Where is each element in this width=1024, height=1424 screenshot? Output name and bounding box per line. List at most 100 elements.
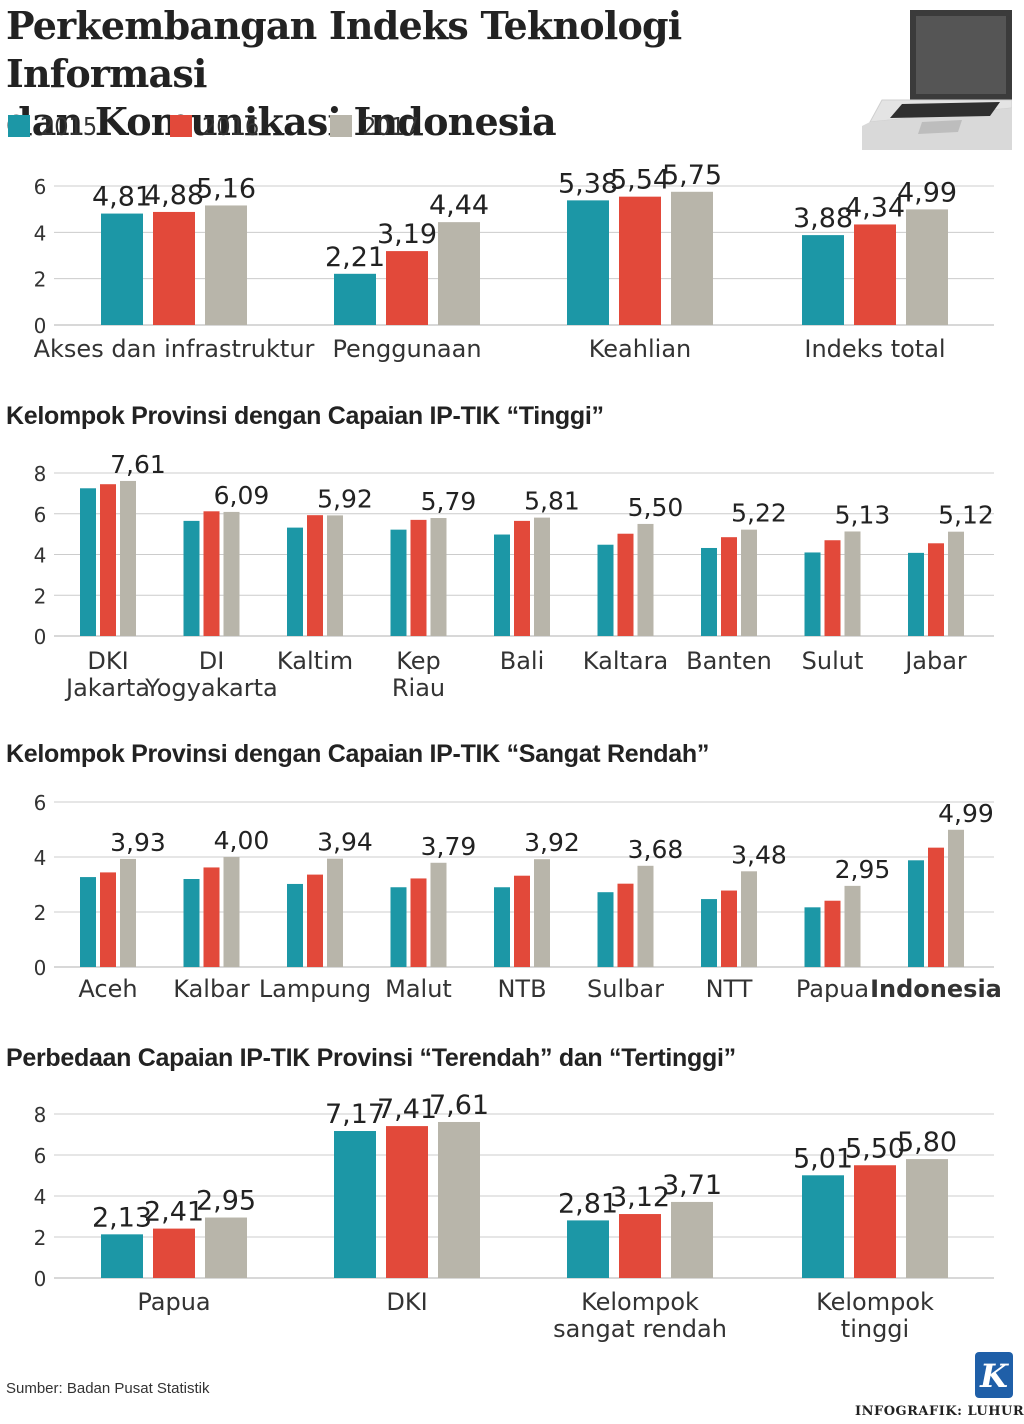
bar-2015	[101, 1234, 143, 1278]
legend-label-2016: 2016	[202, 112, 260, 141]
category-label: tinggi	[841, 1315, 909, 1343]
category-label: Kaltim	[277, 647, 353, 675]
chart-perbedaan: 0 2 4 6 8 2,132,412,95 Papua 7,177,417,61 DKI 2,8…	[34, 1090, 994, 1343]
data-label: 5,54	[610, 165, 670, 196]
y-tick-label: 2	[34, 901, 47, 925]
category-label: sangat rendah	[553, 1315, 727, 1343]
page-title: Perkembangan Indeks Teknologi Informasi …	[6, 2, 856, 146]
bar-2016	[824, 540, 841, 636]
category-label: Penggunaan	[332, 335, 481, 363]
title-line-1: Perkembangan Indeks Teknologi Informasi	[6, 3, 682, 96]
category-label: DKI	[87, 647, 128, 675]
data-label: 4,44	[429, 190, 489, 221]
bar-2015	[287, 883, 303, 967]
data-label: 3,88	[793, 203, 853, 234]
data-label: 2,95	[196, 1186, 256, 1217]
y-tick-label: 0	[34, 1267, 47, 1291]
category-label: Aceh	[78, 975, 137, 1003]
data-label: 3,94	[317, 828, 373, 857]
bar-2017	[223, 857, 240, 967]
category-label: DI	[199, 647, 225, 675]
bar-2015	[183, 520, 200, 636]
data-label: 3,68	[628, 835, 684, 864]
bar-2015	[802, 235, 844, 325]
bar-2015	[101, 213, 143, 325]
legend-label-2017: 2017	[362, 112, 420, 141]
bar-2017	[671, 1201, 713, 1278]
data-label: 5,50	[845, 1133, 905, 1164]
category-label: Kelompok	[816, 1288, 934, 1316]
bar-2017	[205, 205, 247, 325]
data-label: 2,21	[325, 242, 385, 273]
bar-2015	[80, 877, 96, 967]
data-label: 2,13	[92, 1202, 152, 1233]
bar-2016	[721, 890, 737, 967]
y-tick-label: 2	[34, 584, 47, 608]
category-label: Kaltara	[583, 647, 668, 675]
bar-2016	[307, 515, 323, 636]
chart-subindeks: 0 2 4 6 4,814,885,16 Akses dan infrastruktur 2…	[34, 160, 994, 363]
data-label: 5,12	[938, 501, 994, 530]
category-label: Akses dan infrastruktur	[34, 335, 315, 363]
kompas-k-logo: K	[975, 1352, 1013, 1398]
data-label: 5,92	[317, 484, 373, 513]
bar-2017	[637, 865, 654, 967]
bar-2015	[80, 488, 96, 636]
bar-2016	[203, 867, 220, 967]
y-tick-label: 0	[34, 625, 47, 649]
bar-2016	[619, 1214, 661, 1278]
bar-2015	[908, 552, 924, 636]
bar-2015	[334, 273, 376, 325]
y-tick-label: 2	[34, 268, 47, 292]
bar-2015	[908, 860, 924, 967]
bar-2016	[410, 878, 427, 967]
y-tick-label: 8	[34, 1103, 47, 1127]
category-label: Indeks total	[804, 335, 945, 363]
y-tick-label: 0	[34, 314, 47, 338]
category-label: Kep	[396, 647, 441, 675]
logo-letter: K	[979, 1357, 1009, 1395]
source-note: Sumber: Badan Pusat Statistik	[6, 1380, 210, 1397]
data-label: 2,41	[144, 1197, 204, 1228]
bar-2015	[802, 1175, 844, 1278]
data-label: 4,88	[144, 180, 204, 211]
y-tick-label: 4	[34, 221, 47, 245]
data-label: 3,93	[110, 828, 166, 857]
y-tick-label: 6	[34, 791, 47, 815]
bar-2016	[307, 874, 323, 967]
data-label: 4,34	[845, 192, 905, 223]
category-label: Papua	[796, 975, 869, 1003]
data-label: 2,81	[558, 1188, 618, 1219]
y-tick-label: 6	[34, 1144, 47, 1168]
bar-2015	[567, 1220, 609, 1278]
data-label: 7,17	[325, 1099, 385, 1130]
legend-label-2015: 2015	[40, 112, 98, 141]
data-label: 7,61	[429, 1090, 489, 1121]
category-label: Keahlian	[589, 335, 691, 363]
data-label: 5,13	[835, 500, 891, 529]
category-label: Kelompok	[581, 1288, 699, 1316]
infografik-credit: INFOGRAFIK: LUHUR	[855, 1404, 1024, 1419]
data-label: 5,75	[662, 160, 722, 191]
bar-2017	[741, 871, 757, 967]
data-label: 5,81	[524, 487, 580, 516]
bar-2015	[287, 527, 303, 636]
category-label: Indonesia	[870, 975, 1002, 1003]
y-tick-label: 2	[34, 1226, 47, 1250]
bar-2017	[534, 859, 550, 967]
bar-2015	[494, 887, 510, 967]
bar-2016	[854, 1165, 896, 1278]
data-label: 7,41	[377, 1094, 437, 1125]
category-label: Papua	[137, 1288, 210, 1316]
data-label: 3,79	[421, 832, 477, 861]
bar-2016	[617, 533, 634, 636]
bar-2017	[430, 862, 447, 967]
bar-2017	[438, 222, 480, 325]
category-label: Sulbar	[587, 975, 664, 1003]
data-label: 4,81	[92, 182, 152, 213]
data-label: 6,09	[214, 481, 270, 510]
data-label: 5,38	[558, 168, 618, 199]
data-label: 3,92	[524, 828, 580, 857]
bar-2016	[854, 224, 896, 325]
bar-2015	[567, 200, 609, 325]
